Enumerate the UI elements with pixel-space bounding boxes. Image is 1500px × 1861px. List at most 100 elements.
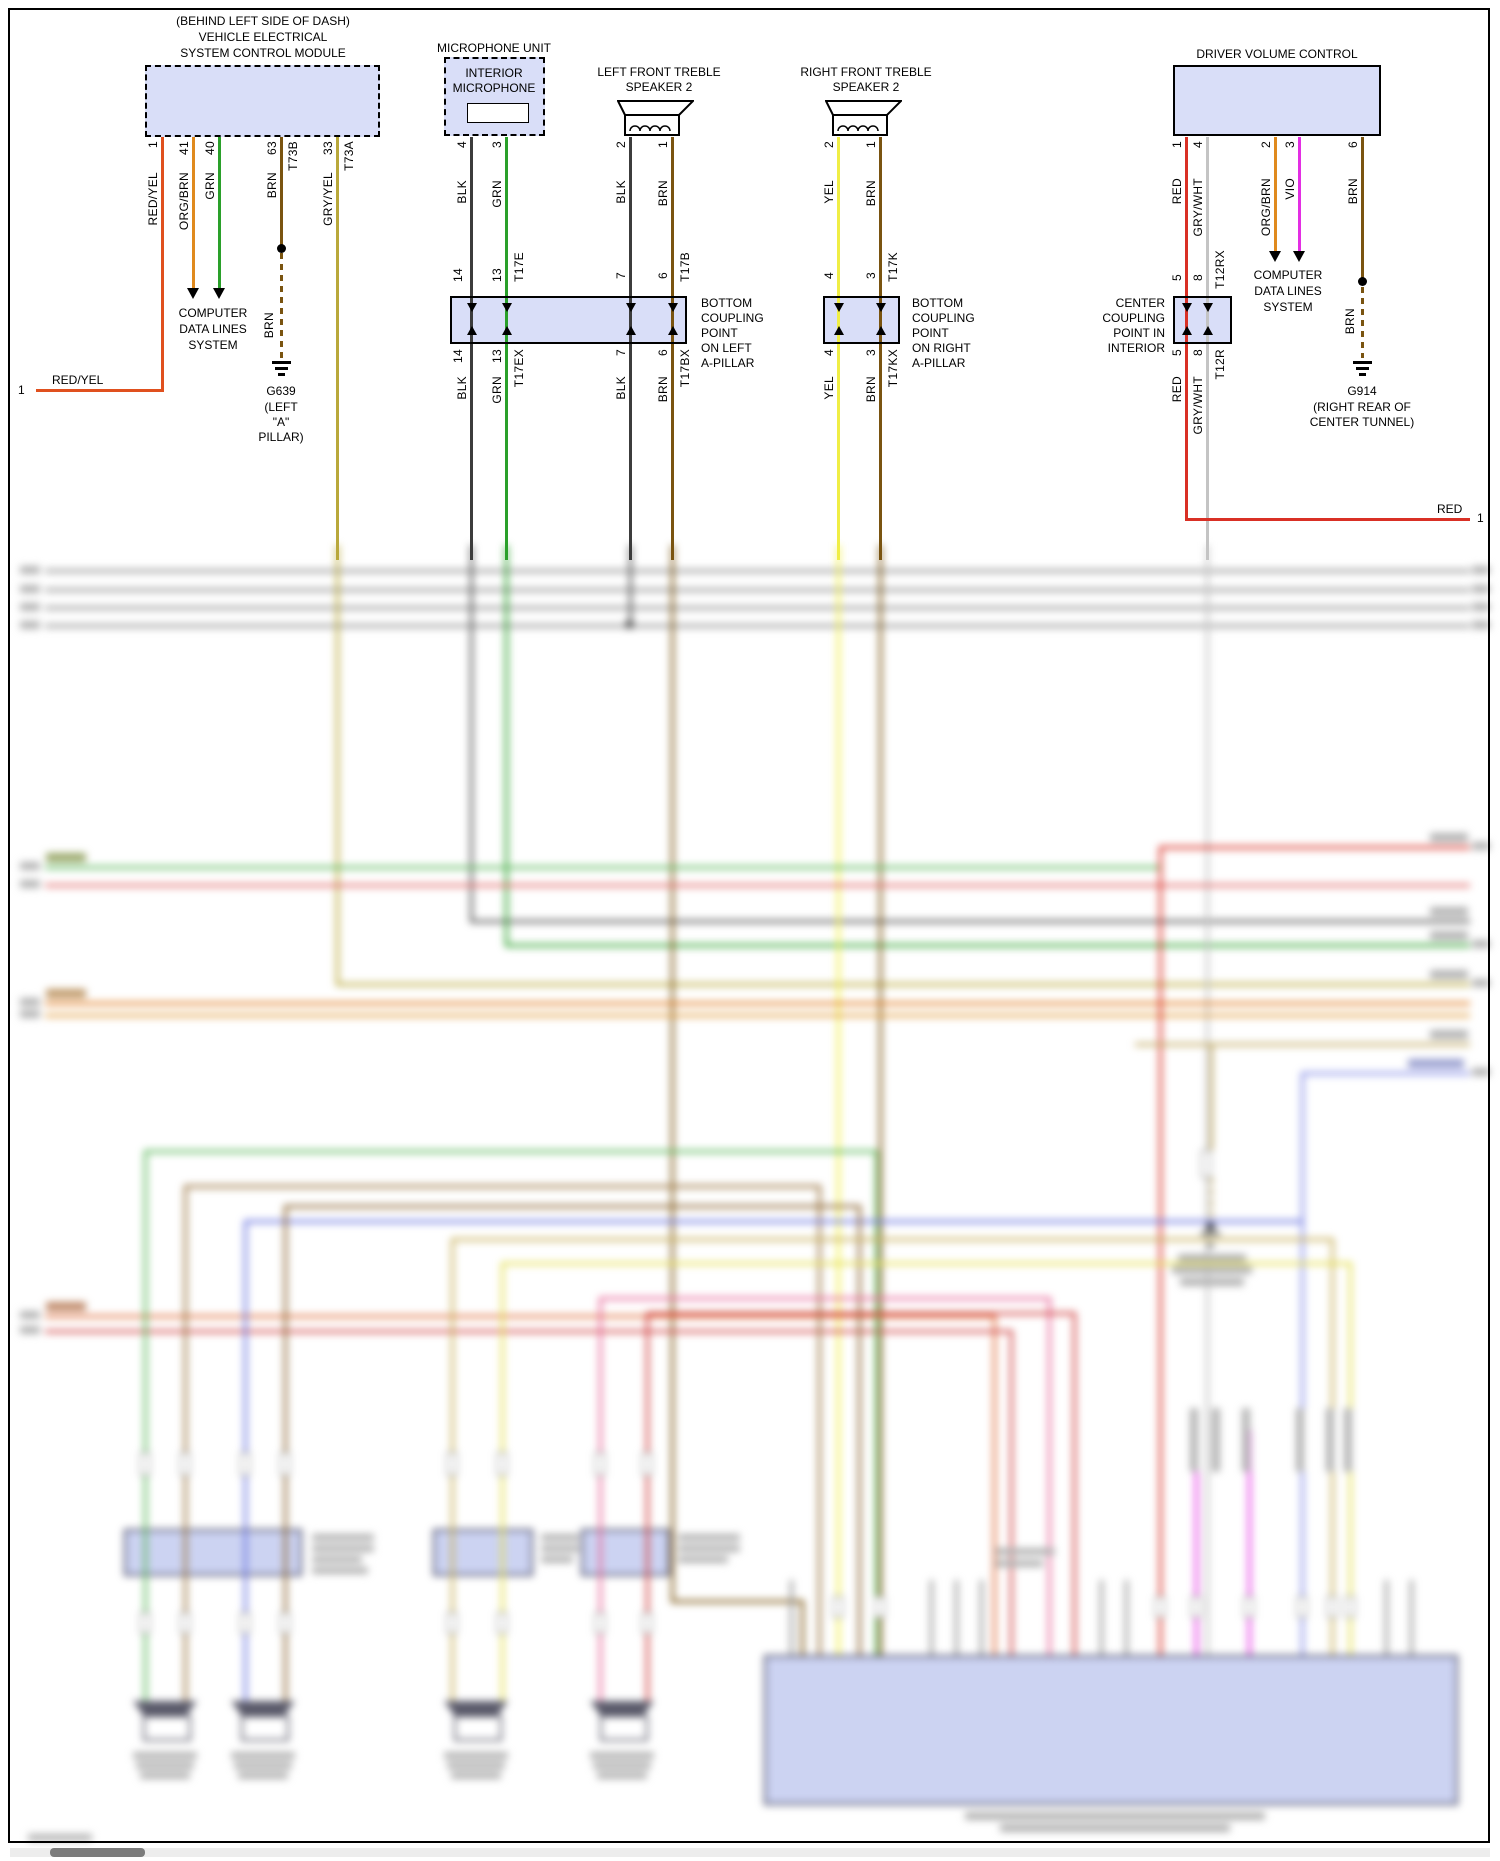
- wire-through: [1185, 298, 1188, 342]
- blurred-label: [238, 1772, 288, 1779]
- wire-blk: [629, 137, 632, 560]
- blurred-speaker-icon: [600, 1715, 648, 1741]
- blurred-connector: [642, 1612, 652, 1634]
- ground-icon: [1207, 1244, 1214, 1247]
- rspk-pin: 1: [864, 141, 878, 148]
- blurred-wire-blu: [244, 1220, 1303, 1223]
- blurred-wire-red: [1159, 846, 1162, 1657]
- wire-through: [505, 298, 508, 342]
- coupling-pin: 8: [1191, 274, 1205, 281]
- blurred-label: [28, 1834, 92, 1841]
- blurred-wire-gry-yel: [336, 545, 339, 985]
- ground-location: (RIGHT REAR OF: [1313, 400, 1411, 414]
- connector-arrow-icon: [467, 326, 477, 335]
- blurred-label: [133, 1752, 197, 1759]
- coupling-point-label: BOTTOM: [912, 296, 964, 310]
- blurred-label: [46, 989, 86, 998]
- blurred-wire-blu: [1301, 1072, 1304, 1657]
- wire-yel: [837, 137, 840, 560]
- junction-dot: [277, 244, 286, 253]
- coupling-point-label: POINT: [912, 326, 949, 340]
- connector-arrow-icon: [834, 303, 844, 312]
- blurred-wire-yel: [501, 1262, 1351, 1265]
- blurred-label: [1326, 1408, 1334, 1472]
- rspk-pin: 2: [822, 141, 836, 148]
- blurred-connector: [280, 1452, 290, 1476]
- blurred-connector: [1297, 1596, 1307, 1618]
- blurred-label: [447, 1762, 505, 1769]
- wire-label: ORG/BRN: [177, 172, 191, 231]
- wire-grn: [505, 137, 508, 560]
- blurred-connector: [280, 1612, 290, 1634]
- connector-arrow-icon: [467, 303, 477, 312]
- blurred-connector: [1201, 1150, 1211, 1178]
- blurred-wire-grn: [875, 1150, 878, 1657]
- wire-label: GRY/WHT: [1191, 178, 1205, 237]
- blurred-label: [1472, 585, 1490, 593]
- blurred-label: [1430, 833, 1468, 842]
- edge-wire-label: RED/YEL: [52, 373, 104, 387]
- wire-through: [1206, 298, 1209, 342]
- coupling-pin: 3: [864, 272, 878, 279]
- blurred-connector: [1244, 1596, 1254, 1618]
- wire-label: BRN: [265, 172, 279, 199]
- wire-vio: [1298, 137, 1301, 252]
- blurred-bus-line: [45, 606, 1470, 610]
- ground-location: "A": [272, 415, 290, 429]
- coupling-point-label: BOTTOM: [701, 296, 753, 310]
- wire-brn-dashed: [280, 253, 283, 358]
- wire-through: [837, 298, 840, 342]
- blurred-speaker-icon: [590, 1701, 654, 1715]
- coupling-pin: 7: [614, 272, 628, 279]
- wire-through: [470, 298, 473, 342]
- wire-through: [629, 298, 632, 342]
- blurred-label: [995, 1548, 1055, 1555]
- blurred-wire-brn: [879, 545, 882, 1657]
- blurred-wire-red: [45, 1330, 1012, 1333]
- vescm-box: [145, 65, 380, 137]
- blurred-label: [20, 880, 40, 888]
- scrollbar-thumb[interactable]: [50, 1848, 145, 1857]
- coupling-point-label: INTERIOR: [1107, 341, 1165, 355]
- blurred-wire-gry: [1410, 1580, 1413, 1657]
- blurred-wire-grn: [45, 866, 1161, 869]
- wire-blk: [470, 137, 473, 560]
- junction-dot: [1358, 277, 1367, 286]
- ground-icon: [278, 373, 285, 376]
- dvc-pin: 2: [1259, 141, 1273, 148]
- blurred-bus-line: [45, 569, 1470, 573]
- edge-ref-number: 1: [18, 383, 25, 397]
- wire-label: RED: [1170, 376, 1184, 403]
- vescm-pin: 40: [203, 141, 217, 155]
- blurred-wire-gry: [1125, 1580, 1128, 1657]
- blurred-wire-tan-dashed: [1210, 1178, 1213, 1224]
- terminal-label: T17BX: [678, 349, 692, 388]
- blurred-wire-vio: [1248, 1430, 1251, 1657]
- wire-label: BRN: [1343, 308, 1357, 335]
- blurred-label: [444, 1752, 508, 1759]
- terminal-label: T17EX: [512, 349, 526, 388]
- blurred-connector: [875, 1596, 885, 1618]
- blurred-label: [1408, 1059, 1464, 1068]
- horizontal-scrollbar[interactable]: [10, 1848, 1490, 1857]
- connector-arrow-icon: [626, 303, 636, 312]
- connector-arrow-icon: [502, 326, 512, 335]
- arrow-down-icon: [187, 288, 199, 299]
- blurred-connector: [1155, 1596, 1165, 1618]
- connector-arrow-icon: [834, 326, 844, 335]
- blurred-label: [678, 1545, 740, 1552]
- dvc-pin: 6: [1346, 141, 1360, 148]
- wire-brn-dashed: [1361, 287, 1364, 358]
- blurred-label: [451, 1772, 501, 1779]
- edge-ref-number: 1: [1477, 511, 1484, 525]
- blurred-label: [20, 566, 40, 574]
- blurred-wire-brn: [671, 1600, 803, 1603]
- connector-arrow-icon: [668, 303, 678, 312]
- lspk-title: LEFT FRONT TREBLE: [597, 65, 721, 79]
- blurred-wire-gry: [955, 1580, 958, 1657]
- blurred-label: [1296, 1408, 1304, 1472]
- blurred-coupling-box: [581, 1529, 670, 1576]
- connector-arrow-icon: [502, 303, 512, 312]
- blurred-wire-red: [1010, 1330, 1013, 1657]
